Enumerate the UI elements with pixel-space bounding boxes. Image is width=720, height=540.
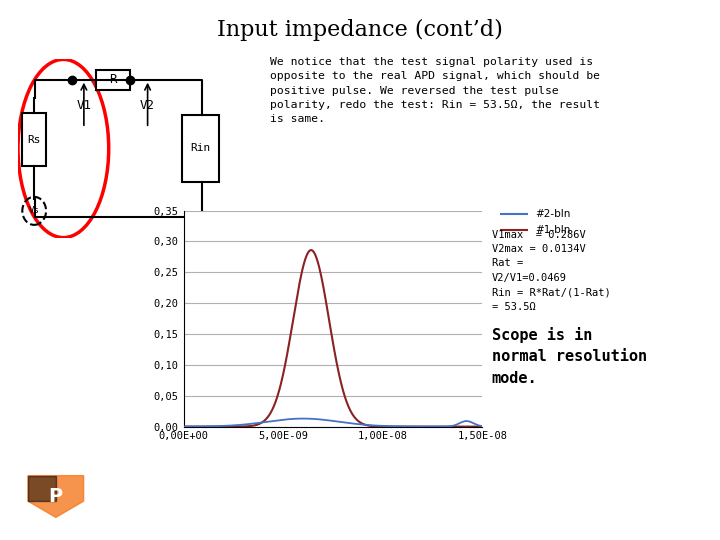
Polygon shape [28, 476, 56, 501]
FancyBboxPatch shape [22, 113, 46, 166]
Text: R: R [109, 73, 117, 86]
Polygon shape [28, 476, 84, 517]
Text: V2: V2 [140, 99, 155, 112]
Text: Scope is in
normal resolution
mode.: Scope is in normal resolution mode. [492, 327, 647, 386]
Text: P: P [49, 487, 63, 506]
Text: V1max  = 0.286V
V2max = 0.0134V
Rat =
V2/V1=0.0469
Rin = R*Rat/(1-Rat)
= 53.5Ω: V1max = 0.286V V2max = 0.0134V Rat = V2/… [492, 230, 611, 312]
FancyBboxPatch shape [96, 70, 130, 90]
Text: Rin: Rin [190, 144, 211, 153]
Legend: #2-bln, #1-bln: #2-bln, #1-bln [497, 205, 575, 240]
Text: Vs: Vs [29, 206, 40, 215]
Text: We notice that the test signal polarity used is
opposite to the real APD signal,: We notice that the test signal polarity … [270, 57, 600, 124]
Text: V1: V1 [76, 99, 91, 112]
FancyBboxPatch shape [182, 116, 219, 181]
Text: Input impedance (cont’d): Input impedance (cont’d) [217, 19, 503, 41]
Text: Rs: Rs [27, 134, 41, 145]
